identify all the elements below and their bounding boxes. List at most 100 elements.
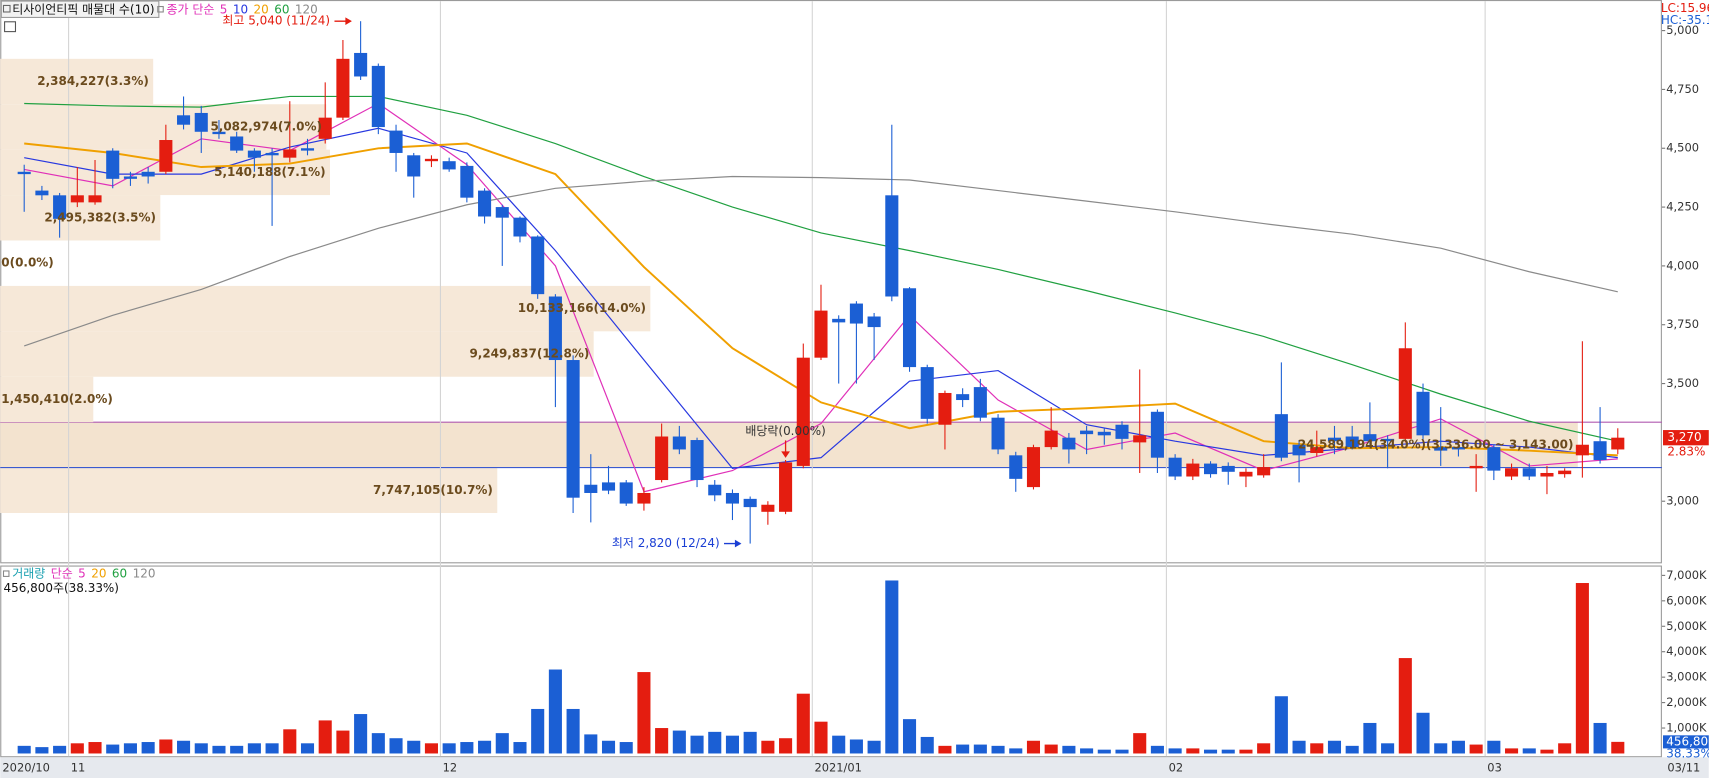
hc-label: HC:-35.1 [1661, 13, 1709, 27]
volume-bar [867, 740, 881, 754]
candle-body [106, 150, 120, 179]
candle-body [1097, 431, 1111, 436]
candle-body [300, 148, 315, 151]
candle-body [566, 360, 580, 498]
candle-body [1150, 411, 1164, 458]
lc-label: LC:15.96 [1661, 1, 1709, 15]
candle-body [478, 190, 492, 217]
volume-bar [1310, 743, 1324, 754]
volume-bar [956, 744, 970, 754]
candle-body [867, 316, 881, 328]
volume-bar [1044, 744, 1058, 754]
volume-bar [1540, 749, 1554, 754]
band-label: 9,249,837(12.8%) [469, 347, 589, 361]
volume-panel [0, 565, 1662, 758]
legend-icon [2, 570, 10, 577]
legend-entry: 5 [220, 2, 228, 16]
volume-bar [424, 743, 438, 754]
volume-bar [1009, 748, 1023, 754]
candle-body [1239, 471, 1253, 477]
volume-bar [849, 739, 863, 754]
volume-bar [1204, 749, 1218, 754]
volume-bar [70, 743, 84, 754]
volume-bar [566, 708, 580, 754]
volume-bar [478, 740, 492, 754]
candle-body [460, 165, 474, 198]
x-start-label: 2020/10 [2, 761, 50, 775]
legend-prefix: 종가 단순 [166, 2, 214, 16]
candle-body [1221, 465, 1235, 472]
volume-bar [283, 729, 297, 754]
title: 티사이언티픽 매물대 수(10) [12, 2, 154, 16]
grid-icon [4, 21, 17, 33]
candle-body [601, 482, 616, 491]
volume-bar [513, 742, 527, 754]
y2-tick-label: 5,000K [1666, 619, 1707, 633]
candle-body [336, 58, 350, 118]
volume-bar [584, 734, 598, 754]
volume-bar [1186, 748, 1200, 754]
volume-bar [938, 745, 952, 754]
legend-icon [157, 5, 164, 13]
candle-body [832, 318, 846, 323]
volume-bar [230, 745, 244, 754]
volume-bar [354, 714, 368, 754]
candle-body [265, 152, 279, 156]
volume-bar [460, 742, 474, 754]
moving-average [24, 95, 1618, 442]
candle-body [1345, 436, 1359, 448]
volume-bar [531, 708, 545, 754]
y-tick-label: 3,500 [1666, 376, 1699, 390]
x-end-label: 03/11 [1667, 761, 1700, 775]
volume-label: 456,800 [1666, 734, 1709, 748]
volume-info: 456,800주(38.33%) [3, 581, 118, 595]
volume-bar [53, 745, 67, 754]
candle-body [389, 130, 403, 153]
y2-tick-label: 3,000K [1666, 670, 1707, 684]
candle-body [1327, 437, 1342, 442]
dividend-label: 배당락(0.00%) [745, 424, 825, 438]
volume-bar [371, 733, 385, 754]
candle-body [1044, 430, 1058, 448]
candle-body [1487, 447, 1501, 471]
volume-bar [442, 743, 456, 754]
arrow-head [345, 17, 352, 25]
candle-body [141, 171, 155, 177]
candle-body [88, 195, 102, 203]
band-label: 7,747,105(10.7%) [373, 483, 493, 497]
candle-body [1363, 434, 1377, 442]
volume-bar [725, 735, 739, 754]
volume-bar [1062, 745, 1076, 754]
annotation: 최저 2,820 (12/24) [612, 536, 720, 550]
x-tick-label: 2021/01 [814, 761, 862, 775]
legend-entry: 120 [133, 567, 156, 581]
annotation: 최고 5,040 (11/24) [222, 14, 330, 28]
volume-bar [247, 743, 261, 754]
volume-bar [123, 743, 137, 754]
volume-band [0, 376, 94, 423]
volume-bar [548, 669, 562, 754]
candle-body [761, 504, 775, 512]
candle-body [548, 296, 562, 361]
volume-bar [1026, 740, 1041, 754]
volume-bar [1522, 748, 1536, 754]
volume-bar [601, 740, 616, 754]
volume-bar [690, 735, 704, 754]
volume-bar [1558, 743, 1572, 754]
volume-bar [1327, 740, 1342, 754]
moving-average [24, 175, 1618, 347]
candle-body [70, 195, 84, 203]
band-label: 2,495,382(3.5%) [44, 210, 156, 224]
candle-body [531, 236, 545, 295]
volume-bar [35, 747, 49, 754]
price-label: 3,270 [1667, 430, 1701, 444]
candle-body [796, 357, 810, 466]
volume-band [0, 195, 161, 241]
candle-body [779, 462, 793, 512]
y-tick-label: 4,250 [1666, 200, 1699, 214]
candle-body [619, 482, 633, 504]
change-label: 2.83% [1667, 444, 1705, 458]
volume-band [0, 58, 154, 105]
volume-band [0, 467, 498, 513]
